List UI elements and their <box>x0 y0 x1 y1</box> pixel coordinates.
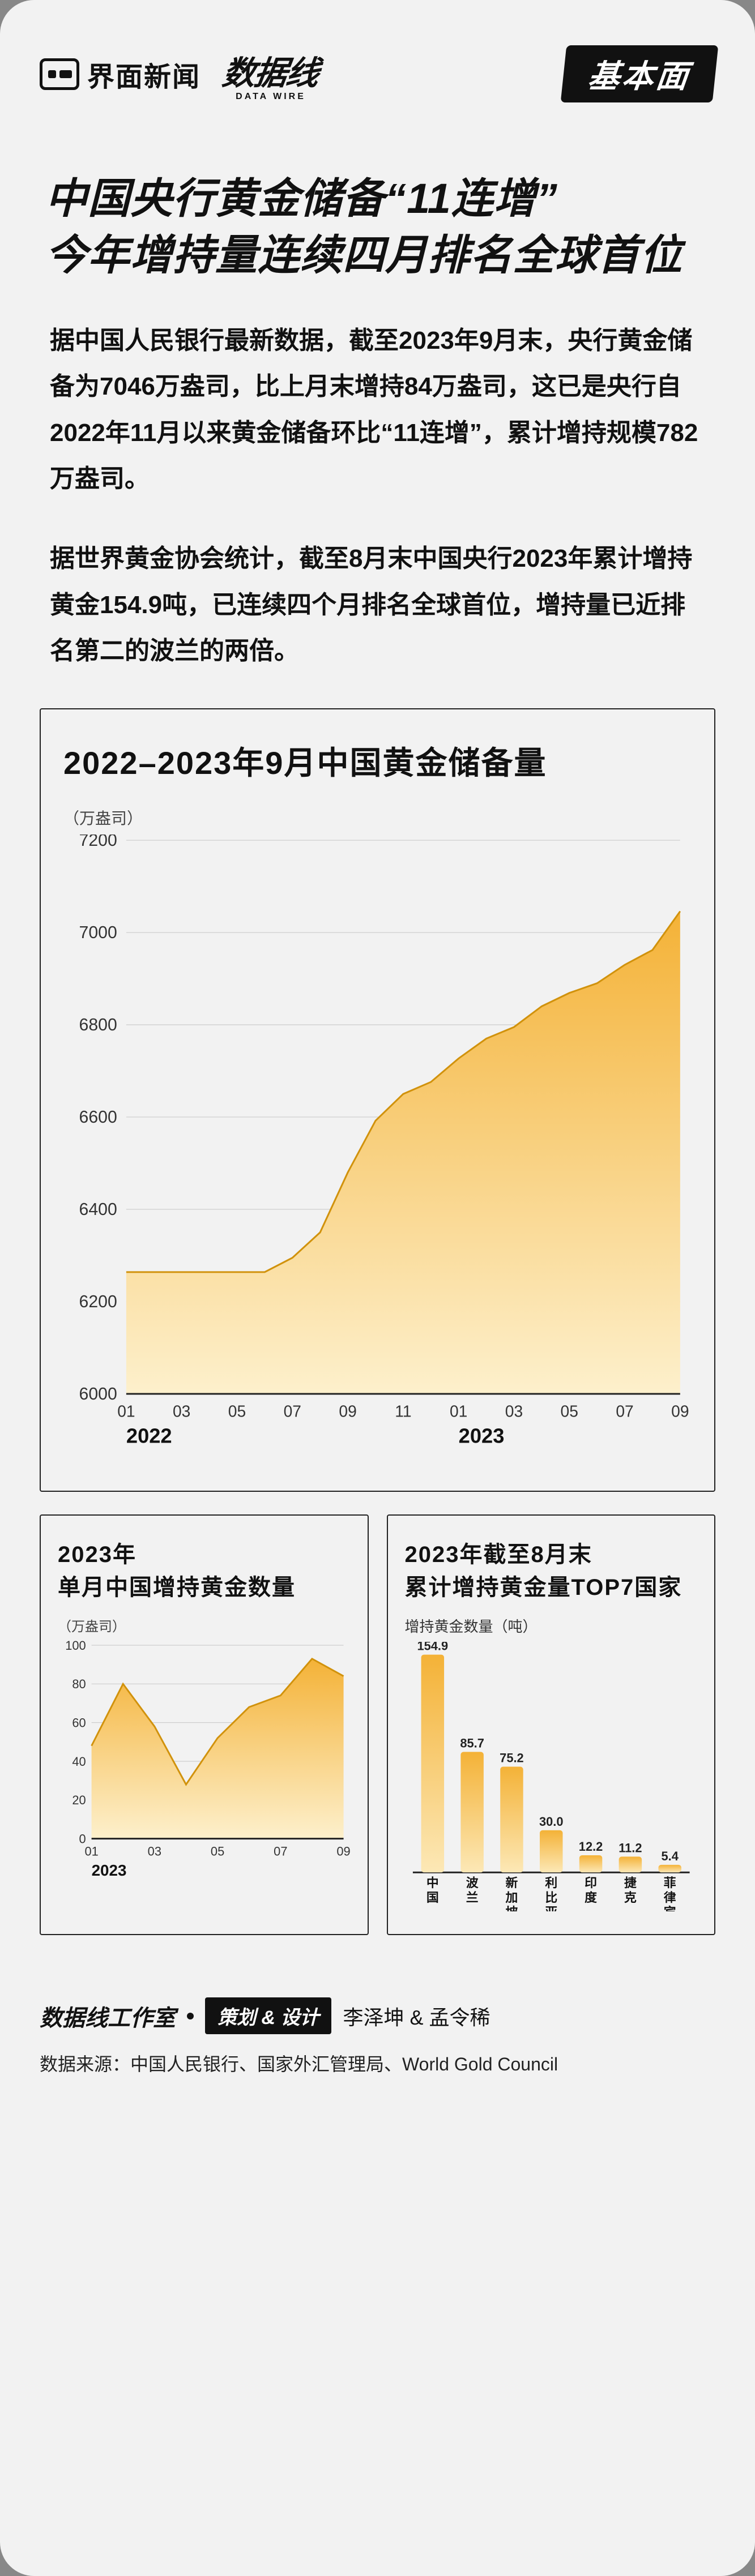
svg-text:09: 09 <box>336 1844 350 1858</box>
svg-text:75.2: 75.2 <box>500 1751 524 1765</box>
small-right-title: 2023年截至8月末 累计增持黄金量TOP7国家 <box>405 1536 698 1602</box>
svg-text:6400: 6400 <box>79 1200 117 1219</box>
intro-paragraph-1: 据中国人民银行最新数据，截至2023年9月末，央行黄金储备为7046万盎司，比上… <box>40 318 715 502</box>
logo-datawire: 数据线 DATA WIRE <box>223 46 318 102</box>
category-badge: 基本面 <box>561 45 719 102</box>
svg-text:60: 60 <box>72 1715 86 1730</box>
svg-text:154.9: 154.9 <box>417 1642 448 1653</box>
title-line-2: 今年增持量连续四月排名全球首位 <box>45 227 710 284</box>
main-chart-box: 2022–2023年9月中国黄金储备量 （万盎司） 6000 6200 6400 66… <box>40 708 715 1492</box>
jiemian-icon <box>40 58 79 90</box>
svg-text:05: 05 <box>228 1402 246 1420</box>
svg-text:100: 100 <box>65 1641 86 1653</box>
svg-text:捷: 捷 <box>624 1876 636 1890</box>
svg-text:05: 05 <box>561 1402 578 1420</box>
svg-text:01: 01 <box>117 1402 135 1420</box>
main-chart-title: 2022–2023年9月中国黄金储备量 <box>63 738 692 784</box>
svg-text:03: 03 <box>505 1402 523 1420</box>
svg-text:度: 度 <box>585 1890 597 1904</box>
footer-dot-icon <box>187 2013 194 2019</box>
svg-text:7200: 7200 <box>79 835 117 850</box>
footer-source-label: 数据来源： <box>40 2054 130 2074</box>
datawire-text: 数据线 <box>220 46 322 94</box>
header-row: 界面新闻 数据线 DATA WIRE 基本面 <box>40 45 715 102</box>
svg-text:03: 03 <box>173 1402 190 1420</box>
footer-source-text: 中国人民银行、国家外汇管理局、World Gold Council <box>130 2054 558 2074</box>
title-block: 中国央行黄金储备“11连增” 今年增持量连续四月排名全球首位 <box>40 170 715 284</box>
svg-text:律: 律 <box>663 1890 676 1904</box>
svg-text:印: 印 <box>585 1876 597 1890</box>
svg-text:加: 加 <box>505 1890 518 1904</box>
svg-text:85.7: 85.7 <box>460 1736 484 1750</box>
svg-text:05: 05 <box>211 1844 224 1858</box>
svg-text:6000: 6000 <box>79 1385 117 1403</box>
svg-text:菲: 菲 <box>663 1876 676 1890</box>
main-chart-svg: 6000 6200 6400 6600 6800 7000 7200 01 03 05 07 09 11… <box>63 835 692 1462</box>
small-left-svg: 02040608010001030507092023 <box>58 1641 351 1888</box>
small-left-title-l1: 2023年 <box>58 1542 137 1567</box>
small-right-unit: 增持黄金数量（吨） <box>405 1615 698 1636</box>
svg-text:中: 中 <box>426 1876 438 1890</box>
small-left-title-l2: 单月中国增持黄金数量 <box>58 1575 296 1600</box>
svg-text:克: 克 <box>624 1890 636 1904</box>
main-chart-plot: 6000 6200 6400 6600 6800 7000 7200 01 03 05 07 09 11… <box>63 835 692 1462</box>
small-right-title-l1: 2023年截至8月末 <box>405 1542 592 1567</box>
svg-text:09: 09 <box>671 1402 689 1420</box>
svg-text:07: 07 <box>616 1402 633 1420</box>
svg-text:2023: 2023 <box>459 1424 505 1447</box>
main-chart-unit: （万盎司） <box>63 806 692 829</box>
svg-text:6600: 6600 <box>79 1108 117 1127</box>
small-right-box: 2023年截至8月末 累计增持黄金量TOP7国家 增持黄金数量（吨） 154.9… <box>387 1514 716 1936</box>
svg-text:6800: 6800 <box>79 1016 117 1034</box>
svg-text:11.2: 11.2 <box>618 1841 642 1855</box>
svg-text:30.0: 30.0 <box>539 1814 563 1828</box>
svg-text:7000: 7000 <box>79 923 117 942</box>
svg-text:03: 03 <box>148 1844 161 1858</box>
svg-text:07: 07 <box>274 1844 287 1858</box>
logo-jiemian: 界面新闻 <box>40 54 201 94</box>
svg-text:01: 01 <box>450 1402 467 1420</box>
svg-text:01: 01 <box>84 1844 98 1858</box>
svg-text:兰: 兰 <box>466 1890 478 1904</box>
svg-text:80: 80 <box>72 1677 86 1691</box>
jiemian-text: 界面新闻 <box>87 54 201 94</box>
svg-text:09: 09 <box>339 1402 356 1420</box>
small-left-unit: （万盎司） <box>58 1615 351 1635</box>
title-line-1: 中国央行黄金储备“11连增” <box>45 170 710 227</box>
small-right-svg: 154.9 中国 85.7 波兰 75.2 新加坡 30.0 利比亚 12.2 印度 11.2 捷克 5… <box>405 1642 698 1912</box>
footer-tag: 策划 & 设计 <box>205 1997 331 2034</box>
svg-text:波: 波 <box>466 1876 478 1890</box>
infographic-page: 界面新闻 数据线 DATA WIRE 基本面 中国央行黄金储备“11连增” 今年… <box>0 0 755 2576</box>
small-right-title-l2: 累计增持黄金量TOP7国家 <box>405 1575 683 1600</box>
logo-group: 界面新闻 数据线 DATA WIRE <box>40 46 318 102</box>
svg-text:比: 比 <box>545 1890 557 1904</box>
footer-names: 李泽坤 & 孟令稀 <box>343 2001 490 2031</box>
svg-text:利: 利 <box>545 1876 557 1890</box>
small-left-box: 2023年 单月中国增持黄金数量 （万盎司） 02040608010001030… <box>40 1514 369 1936</box>
small-left-title: 2023年 单月中国增持黄金数量 <box>58 1536 351 1602</box>
footer-row: 数据线工作室 策划 & 设计 李泽坤 & 孟令稀 <box>40 1997 715 2034</box>
svg-text:新: 新 <box>505 1876 518 1890</box>
small-charts-row: 2023年 单月中国增持黄金数量 （万盎司） 02040608010001030… <box>40 1514 715 1958</box>
svg-text:40: 40 <box>72 1754 86 1768</box>
svg-text:宾: 宾 <box>663 1905 676 1911</box>
footer-source: 数据来源：中国人民银行、国家外汇管理局、World Gold Council <box>40 2050 715 2076</box>
svg-text:国: 国 <box>426 1890 438 1904</box>
svg-text:11: 11 <box>395 1402 411 1420</box>
svg-text:亚: 亚 <box>545 1905 557 1911</box>
svg-text:坡: 坡 <box>505 1905 518 1911</box>
svg-text:12.2: 12.2 <box>578 1839 603 1854</box>
footer-studio: 数据线工作室 <box>40 2000 176 2032</box>
svg-text:2022: 2022 <box>126 1424 172 1447</box>
svg-text:2023: 2023 <box>92 1862 127 1879</box>
intro-paragraph-2: 据世界黄金协会统计，截至8月末中国央行2023年累计增持黄金154.9吨，已连续… <box>40 536 715 674</box>
svg-text:07: 07 <box>284 1402 301 1420</box>
svg-text:5.4: 5.4 <box>661 1848 679 1863</box>
svg-text:6200: 6200 <box>79 1293 117 1311</box>
svg-text:20: 20 <box>72 1793 86 1807</box>
